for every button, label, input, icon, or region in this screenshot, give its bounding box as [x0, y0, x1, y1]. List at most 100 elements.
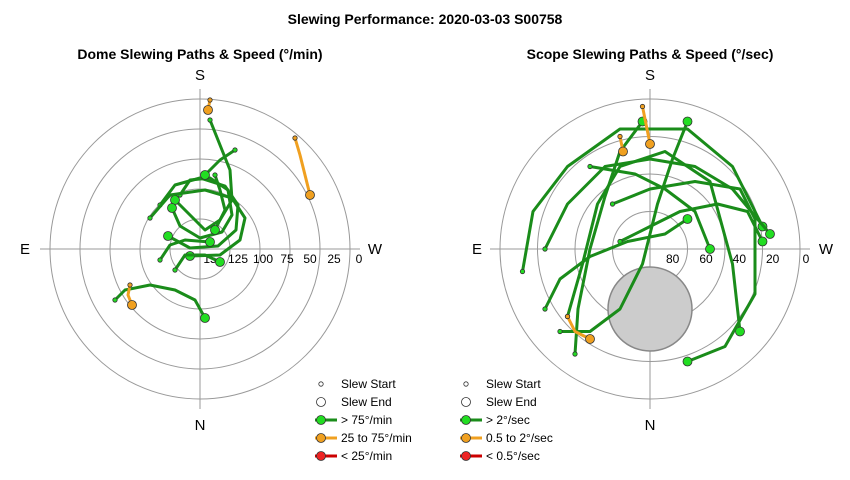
slew-start-marker [157, 257, 163, 263]
slew-end-marker [205, 237, 215, 247]
scope-ring-label: 60 [699, 252, 713, 266]
slew-start-marker [609, 201, 616, 207]
slew-path [203, 148, 237, 177]
slew-path [618, 202, 764, 243]
slew-end-marker [200, 313, 210, 323]
legend-marker [461, 451, 471, 461]
slew-end-marker [163, 231, 173, 241]
slew-start-marker [232, 147, 238, 153]
dome-paths [112, 97, 315, 323]
dome-ring-label: 75 [280, 252, 294, 266]
slew-end-marker [765, 229, 775, 239]
scope-ring-label: 40 [733, 252, 747, 266]
slew-path [158, 238, 212, 262]
dome-ring-label: 25 [327, 252, 341, 266]
slew-end-marker [200, 170, 210, 180]
dome-compass-right: W [368, 241, 383, 258]
slew-start-marker [519, 268, 526, 275]
legend-marker [316, 451, 326, 461]
slew-end-marker [682, 356, 693, 367]
legend-label: > 75°/min [341, 413, 392, 427]
slew-path [588, 165, 712, 251]
slew-end-marker [682, 214, 693, 224]
legend-start-marker [318, 381, 324, 387]
slew-end-marker [127, 300, 137, 310]
dome-grid [40, 89, 360, 409]
scope-paths [519, 103, 775, 367]
legend-label: Slew Start [486, 377, 541, 391]
slew-start-marker [542, 306, 548, 312]
dome-ring-label: 125 [228, 252, 248, 266]
legend-label: < 0.5°/sec [486, 449, 540, 463]
legend-marker [316, 433, 326, 443]
legend-label: Slew End [341, 395, 392, 409]
slew-path [173, 253, 222, 272]
legend-start-marker [463, 381, 469, 387]
scope-ring-label: 0 [803, 252, 810, 266]
scope-legend: Slew Start Slew End > 2°/sec 0.5 to 2°/sec <… [460, 377, 553, 463]
slew-end-marker [618, 146, 628, 157]
scope-ring-label: 80 [666, 252, 680, 266]
slew-start-marker [207, 117, 213, 123]
slew-end-marker [645, 139, 655, 149]
slew-start-marker [542, 246, 548, 252]
slew-start-marker [639, 103, 646, 110]
legend-end-marker [316, 397, 326, 407]
slew-path [521, 127, 764, 273]
slew-end-marker [305, 190, 315, 200]
slew-path [213, 173, 227, 232]
scope-ring-label: 20 [766, 252, 780, 266]
slew-end-marker [757, 236, 768, 247]
dome-chart-title: Dome Slewing Paths & Speed (°/min) [77, 46, 322, 62]
slew-path [611, 180, 757, 363]
scope-compass-right: W [819, 241, 834, 258]
legend-end-marker [461, 397, 471, 407]
slew-end-marker [215, 257, 225, 267]
legend-marker [316, 415, 326, 425]
slew-path [543, 217, 689, 311]
scope-compass-top: S [645, 67, 655, 84]
slew-start-marker [172, 267, 178, 273]
scope-compass-bottom: N [645, 417, 656, 434]
slew-end-marker [167, 203, 177, 213]
slew-path [566, 315, 592, 341]
legend-label: 25 to 75°/min [341, 431, 412, 445]
slew-path [641, 105, 652, 146]
slew-start-marker [207, 97, 213, 103]
scope-chart: Scope Slewing Paths & Speed (°/sec) S N … [472, 46, 834, 434]
figure-title: Slewing Performance: 2020-03-03 S00758 [288, 11, 563, 27]
slew-end-marker [203, 105, 213, 115]
slew-path [148, 188, 247, 258]
slew-start-marker [564, 313, 571, 320]
scope-compass-left: E [472, 241, 482, 258]
slew-end-marker [705, 244, 715, 254]
legend-label: < 25°/min [341, 449, 392, 463]
legend-label: Slew Start [341, 377, 396, 391]
slew-start-marker [127, 282, 133, 288]
slew-start-marker [557, 328, 563, 335]
slew-start-marker [147, 215, 153, 221]
slew-end-marker [682, 116, 693, 127]
legend-marker [461, 415, 471, 425]
legend-marker [461, 433, 471, 443]
legend-label: 0.5 to 2°/sec [486, 431, 553, 445]
dome-legend: Slew Start Slew End > 75°/min 25 to 75°/min… [315, 377, 412, 463]
slew-end-marker [735, 326, 745, 337]
dome-compass-left: E [20, 241, 30, 258]
slew-path [113, 283, 207, 320]
slew-start-marker [112, 297, 118, 303]
dome-ring-label: 50 [303, 252, 317, 266]
legend-label: Slew End [486, 395, 537, 409]
slew-start-marker [617, 133, 623, 140]
dome-compass-top: S [195, 67, 205, 84]
slew-path [558, 120, 689, 333]
slew-path [293, 136, 312, 197]
slew-start-marker [572, 351, 578, 357]
dome-ring-labels: 125 100 75 50 25 015 [203, 252, 362, 266]
scope-ring-labels: 80 60 40 20 0 [666, 252, 810, 266]
legend-label: > 2°/sec [486, 413, 530, 427]
slew-end-marker [585, 334, 595, 344]
dome-compass-bottom: N [195, 417, 206, 434]
